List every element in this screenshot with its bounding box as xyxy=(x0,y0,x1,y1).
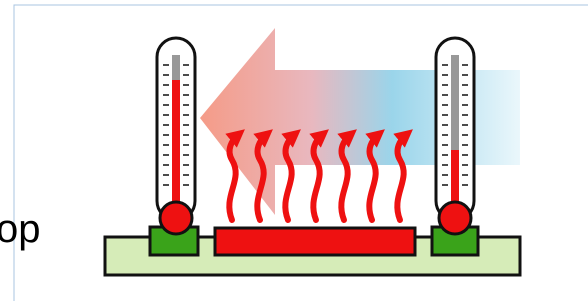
diagram: op xyxy=(0,0,588,301)
thermometer xyxy=(436,38,474,234)
label-text: op xyxy=(0,207,41,251)
heater xyxy=(215,228,415,255)
page: op (() => { const data = JSON.parse(docu… xyxy=(0,0,588,301)
thermometer xyxy=(157,38,195,234)
